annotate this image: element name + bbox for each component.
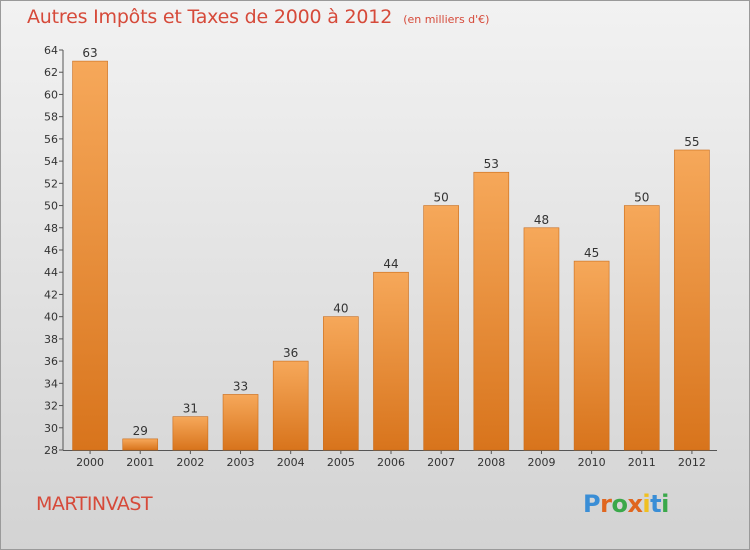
bar-value-label: 44 <box>383 257 398 271</box>
bar <box>172 416 209 451</box>
logo-letter: i <box>661 490 669 518</box>
x-tick-label: 2001 <box>126 456 154 469</box>
chart-title: Autres Impôts et Taxes de 2000 à 2012 <box>27 6 393 28</box>
y-tick-label: 44 <box>44 266 58 279</box>
x-tick-label: 2003 <box>227 456 255 469</box>
bar <box>272 360 309 451</box>
bar-value-label: 53 <box>484 157 499 171</box>
y-tick-label: 42 <box>44 288 58 301</box>
bar <box>122 438 159 451</box>
bar-value-label: 50 <box>634 191 649 205</box>
y-tick-label: 64 <box>44 44 58 57</box>
x-tick-label: 2009 <box>527 456 555 469</box>
y-tick-label: 56 <box>44 133 58 146</box>
bar <box>72 60 108 451</box>
logo-letter: r <box>600 490 612 518</box>
x-tick-label: 2000 <box>76 456 104 469</box>
x-tick-label: 2004 <box>277 456 305 469</box>
x-tick-label: 2011 <box>628 456 656 469</box>
y-tick-label: 40 <box>44 311 58 324</box>
bar <box>423 205 459 451</box>
chart-subtitle: (en milliers d'€) <box>403 13 490 26</box>
bar-value-label: 63 <box>82 46 97 60</box>
bar <box>674 149 710 451</box>
y-tick-label: 28 <box>44 444 58 457</box>
y-tick-label: 54 <box>44 155 58 168</box>
logo-letter: P <box>583 490 601 518</box>
title-block: Autres Impôts et Taxes de 2000 à 2012 (e… <box>27 6 489 28</box>
x-tick-label: 2006 <box>377 456 405 469</box>
bar-value-label: 29 <box>133 424 148 438</box>
proxiti-logo[interactable]: Proxiti <box>583 490 669 518</box>
x-tick-label: 2008 <box>477 456 505 469</box>
bar <box>573 260 610 451</box>
x-tick-label: 2007 <box>427 456 455 469</box>
y-tick-label: 60 <box>44 88 58 101</box>
y-tick-label: 34 <box>44 377 58 390</box>
x-tick-label: 2005 <box>327 456 355 469</box>
bar-value-label: 48 <box>534 213 549 227</box>
bar-value-label: 40 <box>333 302 348 316</box>
logo-letter: t <box>650 490 662 518</box>
bar-value-label: 31 <box>183 402 198 416</box>
bar <box>473 171 510 451</box>
bar <box>222 394 259 451</box>
y-tick-label: 58 <box>44 111 58 124</box>
y-tick-label: 50 <box>44 200 58 213</box>
value-labels: 63 29 31 33 36 40 44 50 53 48 45 50 55 <box>82 46 699 438</box>
bar-value-label: 36 <box>283 346 298 360</box>
axes: 28 30 32 34 36 38 40 42 44 46 48 50 52 54 56 58 60 62 64 20… <box>44 44 717 469</box>
y-tick-label: 46 <box>44 244 58 257</box>
y-tick-label: 36 <box>44 355 58 368</box>
bars <box>72 60 710 451</box>
bar <box>373 271 409 451</box>
logo-letter: x <box>627 490 643 518</box>
x-tick-label: 2002 <box>176 456 204 469</box>
bar-value-label: 55 <box>684 135 699 149</box>
y-tick-label: 30 <box>44 422 58 435</box>
y-tick-label: 48 <box>44 222 58 235</box>
bar-value-label: 50 <box>434 191 449 205</box>
y-tick-label: 38 <box>44 333 58 346</box>
bar-value-label: 33 <box>233 379 248 393</box>
bar <box>523 227 560 451</box>
y-tick-label: 32 <box>44 400 58 413</box>
bar-value-label: 45 <box>584 246 599 260</box>
bar <box>323 316 359 451</box>
y-tick-label: 52 <box>44 177 58 190</box>
bar <box>623 205 660 451</box>
y-tick-label: 62 <box>44 66 58 79</box>
logo-letter: i <box>642 490 651 518</box>
x-tick-label: 2012 <box>678 456 706 469</box>
x-tick-label: 2010 <box>578 456 606 469</box>
logo-letter: o <box>611 490 628 518</box>
city-name: MARTINVAST <box>36 493 153 515</box>
